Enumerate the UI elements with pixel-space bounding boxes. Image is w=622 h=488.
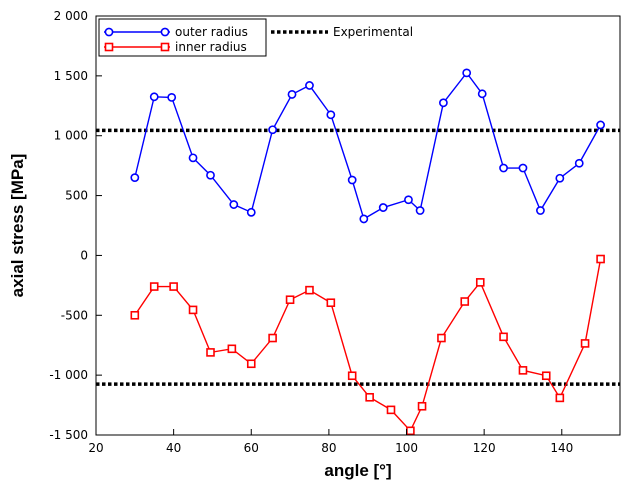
data-point — [130, 173, 140, 183]
legend-marker — [104, 27, 114, 37]
series-line-1 — [134, 71, 602, 220]
x-tick-label: 120 — [473, 441, 496, 455]
data-point — [246, 359, 256, 369]
data-point — [149, 92, 159, 102]
x-axis-label: angle [°] — [324, 461, 391, 480]
y-tick-label: 0 — [80, 248, 88, 262]
data-point — [227, 344, 237, 354]
series-line-2 — [134, 258, 602, 433]
plot-frame — [95, 15, 621, 436]
data-point — [460, 297, 470, 306]
x-tick-label: 100 — [395, 441, 418, 455]
data-point — [130, 310, 140, 320]
y-tick-label: 500 — [65, 189, 88, 203]
tick-layer: 20 40 60 80 100 120 140 -1 500 -1 000 -500 0 500 1 0… — [49, 9, 573, 455]
legend-marker — [160, 42, 170, 52]
x-tick-label: 60 — [244, 441, 259, 455]
data-point — [268, 333, 277, 343]
data-point — [188, 305, 198, 315]
data-point — [415, 206, 425, 215]
data-point — [462, 68, 472, 78]
data-point — [167, 93, 177, 102]
experimental-layer — [96, 128, 620, 386]
legend-marker — [104, 42, 114, 52]
data-point — [518, 163, 528, 173]
data-point — [347, 371, 357, 381]
legend-marker — [160, 27, 170, 37]
data-point — [359, 214, 369, 224]
data-point — [541, 371, 551, 381]
data-point — [229, 200, 239, 209]
data-point — [417, 401, 427, 411]
data-point — [536, 206, 545, 215]
data-point — [499, 163, 508, 173]
y-tick-label: 1 500 — [54, 69, 88, 83]
data-point — [499, 332, 508, 342]
data-point — [305, 81, 314, 90]
legend-label: inner radius — [175, 40, 247, 54]
legend-label: outer radius — [175, 25, 248, 39]
data-point — [206, 348, 215, 357]
data-point — [574, 158, 584, 168]
data-point — [326, 110, 336, 120]
data-point — [438, 98, 448, 108]
data-point — [477, 89, 487, 99]
data-point — [475, 278, 485, 287]
data-point — [580, 339, 590, 348]
y-tick-label: -1 000 — [49, 368, 88, 382]
data-point — [404, 195, 413, 205]
data-point — [246, 207, 256, 217]
y-tick-label: 2 000 — [54, 9, 88, 23]
data-point — [596, 254, 605, 264]
y-tick-label: -500 — [61, 308, 88, 322]
legend-box — [98, 18, 267, 57]
data-point — [188, 153, 198, 163]
y-tick-label: -1 500 — [49, 428, 88, 442]
data-point — [169, 282, 178, 291]
data-point — [386, 405, 396, 415]
data-point — [285, 295, 295, 305]
x-tick-label: 80 — [321, 441, 336, 455]
data-point — [305, 285, 314, 295]
data-point — [518, 366, 528, 375]
data-point — [268, 125, 278, 135]
data-point — [287, 90, 297, 99]
data-point — [365, 392, 374, 402]
data-point — [406, 426, 415, 436]
series-layer — [130, 68, 605, 436]
y-axis-label: axial stress [MPa] — [8, 154, 27, 298]
data-point — [555, 173, 565, 183]
data-point — [326, 298, 336, 308]
legend-label: Experimental — [333, 25, 413, 39]
x-tick-label: 40 — [166, 441, 181, 455]
x-tick-label: 20 — [88, 441, 103, 455]
data-point — [437, 333, 446, 343]
data-point — [149, 282, 159, 291]
data-point — [206, 170, 215, 180]
data-point — [596, 120, 605, 130]
data-point — [555, 393, 565, 403]
data-point — [347, 175, 357, 185]
x-tick-label: 140 — [550, 441, 573, 455]
data-point — [378, 203, 388, 212]
y-tick-label: 1 000 — [54, 129, 88, 143]
